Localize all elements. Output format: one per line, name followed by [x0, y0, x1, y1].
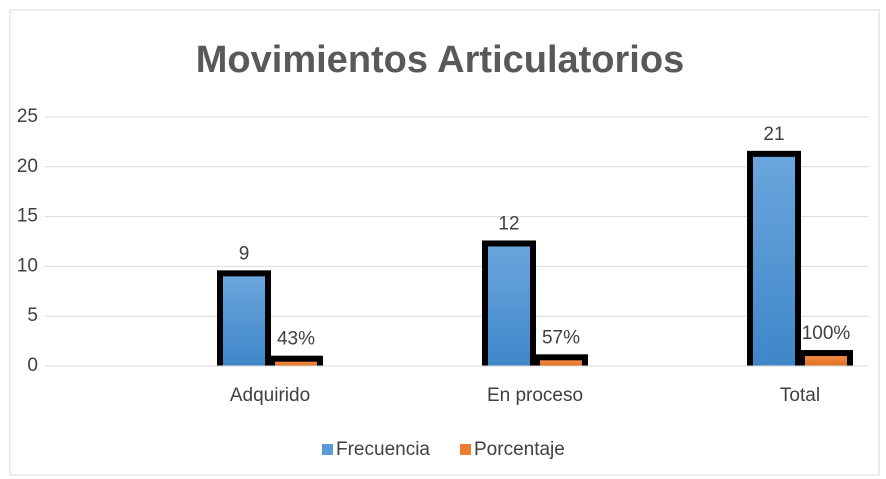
data-label: 21 [763, 124, 784, 145]
bar-outline [269, 355, 323, 366]
bar [488, 246, 530, 366]
data-label: 43% [277, 329, 315, 350]
y-tick-label: 0 [27, 355, 38, 376]
legend-swatch [322, 444, 333, 455]
chart-title: Movimientos Articulatorios [196, 39, 684, 81]
y-tick-label: 10 [17, 255, 38, 276]
x-tick-label: En proceso [487, 385, 583, 406]
bar [275, 361, 317, 366]
legend-label: Frecuencia [336, 439, 430, 460]
legend-label: Porcentaje [474, 439, 565, 460]
y-tick-label: 5 [27, 305, 38, 326]
bar [223, 276, 265, 366]
data-label: 57% [542, 327, 580, 348]
bar [540, 360, 582, 366]
x-tick-label: Adquirido [230, 385, 310, 406]
y-tick-label: 25 [17, 106, 38, 127]
data-label: 100% [802, 323, 851, 344]
data-label: 12 [498, 213, 519, 234]
bar-outline [534, 354, 588, 366]
chart-frame [9, 9, 880, 476]
legend-swatch [460, 444, 471, 455]
bar [753, 156, 795, 366]
y-tick-label: 15 [17, 206, 38, 227]
x-tick-label: Total [780, 385, 820, 406]
bar [805, 356, 847, 366]
data-label: 9 [239, 243, 250, 264]
y-tick-label: 20 [17, 156, 38, 177]
